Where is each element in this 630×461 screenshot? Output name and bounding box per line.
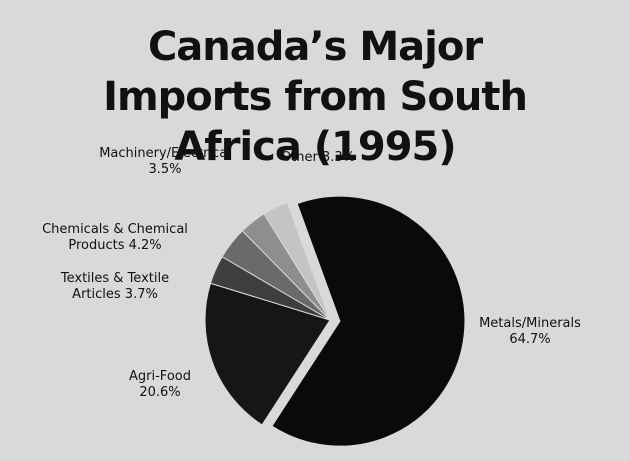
category-label: Metals/Minerals <box>479 316 581 331</box>
value-label: 64.7% <box>509 332 551 347</box>
pie-slice <box>263 201 331 321</box>
slice-label: Metals/Minerals 64.7% <box>470 316 590 348</box>
value-label: 3.7% <box>124 287 158 302</box>
category-label: Textiles & Textile Articles <box>60 271 170 302</box>
pie-slice <box>271 195 466 447</box>
category-label: Chemicals & Chemical Products <box>42 222 188 253</box>
slice-label: Agri-Food 20.6% <box>120 369 200 401</box>
chart-title: Canada’s Major Imports from South Africa… <box>103 24 528 170</box>
value-label: 3.3% <box>322 150 356 165</box>
category-label: Machinery/Electrical <box>99 146 231 161</box>
value-label: 4.2% <box>128 238 162 253</box>
pie-slice <box>204 282 331 426</box>
slice-label: Textiles & Textile Articles 3.7% <box>55 271 175 303</box>
slice-label: Machinery/Electrical 3.5% <box>95 146 235 178</box>
slice-label: Chemicals & Chemical Products 4.2% <box>40 222 190 254</box>
slice-label: Other 3.3% <box>268 150 368 166</box>
category-label: Agri-Food <box>129 369 191 384</box>
value-label: 3.5% <box>148 162 182 177</box>
category-label: Other <box>280 150 318 165</box>
value-label: 20.6% <box>139 385 181 400</box>
